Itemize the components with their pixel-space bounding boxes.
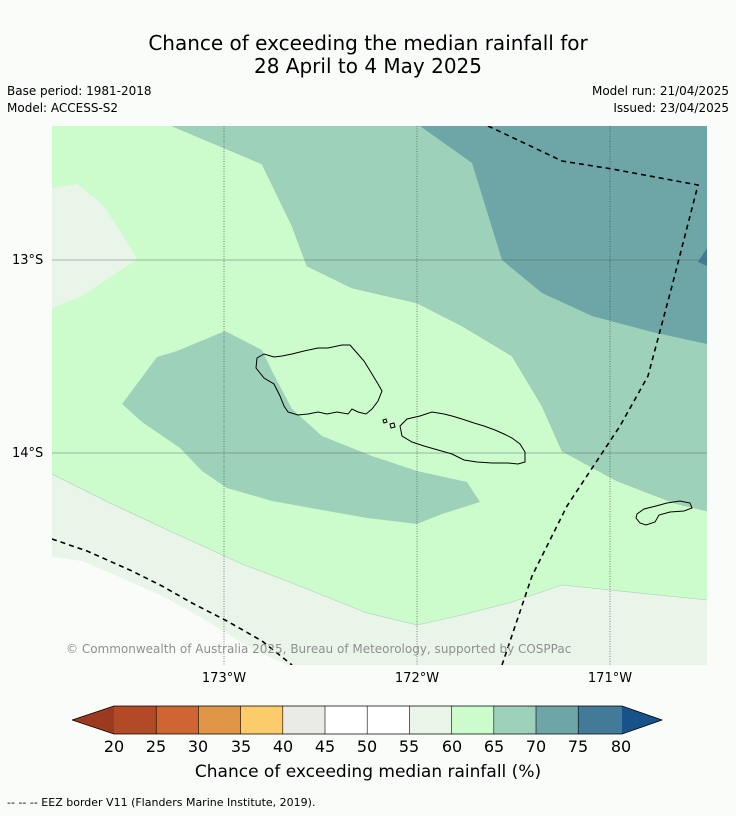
- colorbar-segment-35-40: [240, 706, 283, 734]
- colorbar-segment-40-45: [282, 706, 325, 734]
- colorbar-tick: 35: [230, 737, 252, 756]
- model-run: Model run: 21/04/2025: [591, 84, 729, 98]
- colorbar-segment-25-30: [156, 706, 199, 734]
- colorbar-tick: 55: [398, 737, 420, 756]
- contour-70-75: [420, 126, 707, 344]
- colorbar-low-arrow: [72, 706, 114, 734]
- contour-75-80: [698, 248, 707, 266]
- upolu-island: [399, 411, 526, 465]
- colorbar-segment-50-55: [367, 706, 410, 734]
- colorbar-tick: 80: [610, 737, 632, 756]
- lon-label-171w: 171°W: [587, 671, 633, 686]
- colorbar-tick: 65: [483, 737, 505, 756]
- lon-label-172w: 172°W: [394, 671, 440, 686]
- colorbar-tick: 25: [145, 737, 167, 756]
- eez-border-north: [487, 126, 699, 665]
- colorbar-segment-55-60: [409, 706, 452, 734]
- eez-legend-note: -- -- -- EEZ border V11 (Flanders Marine…: [7, 796, 316, 809]
- contour-50-55: [52, 557, 287, 665]
- base-period: Base period: 1981-2018: [7, 84, 152, 98]
- colorbar-tick: 40: [272, 737, 294, 756]
- colorbar-segment-65-70: [493, 706, 536, 734]
- apolima-islet: [389, 422, 396, 429]
- model-name: Model: ACCESS-S2: [7, 101, 119, 115]
- colorbar-tick: 60: [441, 737, 463, 756]
- colorbar-tick: 75: [567, 737, 589, 756]
- colorbar-segment-45-50: [325, 706, 368, 734]
- lon-label-173w: 173°W: [201, 671, 247, 686]
- colorbar-segment-20-25: [114, 706, 157, 734]
- rainfall-map: © Commonwealth of Australia 2025, Bureau…: [52, 126, 707, 665]
- colorbar-segment-30-35: [198, 706, 241, 734]
- map-title-line-1: Chance of exceeding the median rainfall …: [148, 31, 588, 55]
- colorbar: [72, 705, 664, 735]
- issued-date: Issued: 23/04/2025: [613, 101, 729, 115]
- contour-65-70-southwest: [122, 331, 480, 524]
- colorbar-segment-60-65: [451, 706, 494, 734]
- tutuila-island: [635, 500, 693, 526]
- colorbar-segment-75-80: [578, 706, 622, 734]
- colorbar-tick: 30: [187, 737, 209, 756]
- colorbar-segment-70-75: [536, 706, 579, 734]
- map-title-line-2: 28 April to 4 May 2025: [254, 54, 482, 78]
- manono-islet: [382, 418, 388, 424]
- colorbar-title: Chance of exceeding median rainfall (%): [194, 762, 542, 782]
- colorbar-high-arrow: [622, 706, 662, 734]
- savaii-island: [255, 344, 383, 416]
- copyright-text: © Commonwealth of Australia 2025, Bureau…: [66, 642, 571, 656]
- colorbar-tick: 70: [525, 737, 547, 756]
- colorbar-tick: 50: [356, 737, 378, 756]
- colorbar-tick: 20: [103, 737, 125, 756]
- lat-label-13s: 13°S: [12, 253, 44, 268]
- lat-label-14s: 14°S: [12, 446, 44, 461]
- colorbar-tick: 45: [314, 737, 336, 756]
- eez-border-southwest: [52, 538, 293, 665]
